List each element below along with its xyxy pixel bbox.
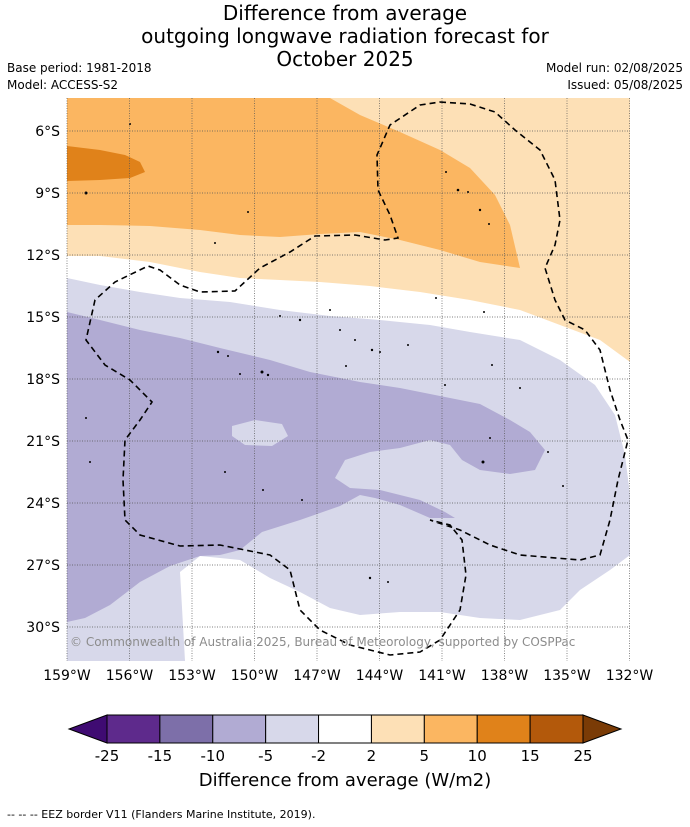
lon-label: 150°W [231,668,279,684]
lat-label: 27°S [26,558,60,574]
colorbar-tick-label: 25 [573,747,592,765]
colorbar-tick-label: 15 [521,747,540,765]
colorbar-extend-max [582,714,623,744]
lat-label: 12°S [26,248,60,264]
colorbar-segment [159,714,214,744]
longitude-labels: 159°W 156°W 153°W 150°W 147°W 144°W 141°W 138°W… [43,668,653,684]
colorbar-tick-label: 10 [468,747,487,765]
colorbar-extend-min [67,714,108,744]
lat-label: 18°S [26,372,60,388]
eez-footnote: -- -- -- EEZ border V11 (Flanders Marine… [7,808,316,821]
colorbar-title: Difference from average (W/m2) [198,770,492,791]
colorbar-tick-label: -2 [311,747,326,765]
colorbar-tick-label: 2 [367,747,377,765]
lon-label: 153°W [168,668,216,684]
colorbar-tick-label: 5 [420,747,430,765]
colorbar-tick-label: -25 [95,747,120,765]
lon-label: 159°W [43,668,91,684]
anomaly-region-minus5-10 [67,312,545,622]
anomaly-region-plus5-10 [67,98,520,268]
colorbar-segment [212,714,267,744]
model-name: Model: ACCESS-S2 [7,78,119,92]
colorbar-segment [370,714,425,744]
anomaly-field [67,98,630,661]
lon-label: 135°W [543,668,591,684]
copyright-notice: © Commonwealth of Australia 2025, Bureau… [70,635,575,649]
lat-label: 24°S [26,496,60,512]
title-line-3: October 2025 [276,47,414,71]
issued-date: Issued: 05/08/2025 [567,78,683,92]
latitude-labels: 6°S 9°S 12°S 15°S 18°S 21°S 24°S 27°S 30°S [26,124,60,636]
colorbar-segment [423,714,478,744]
model-run: Model run: 02/08/2025 [545,61,683,75]
colorbar-segment [265,714,320,744]
lat-label: 15°S [26,310,60,326]
colorbar-tick-label: -5 [258,747,273,765]
colorbar-tick-label: -15 [148,747,173,765]
lat-label: 30°S [26,620,60,636]
lon-label: 138°W [481,668,529,684]
lat-label: 9°S [35,186,60,202]
lon-label: 144°W [356,668,404,684]
colorbar: -25 -15 -10 -5 -2 2 5 10 15 25 [67,714,623,765]
colorbar-segment [318,714,372,744]
lon-label: 132°W [606,668,654,684]
colorbar-segment [106,714,161,744]
title-line-1: Difference from average [222,1,468,25]
eez-border [85,101,629,656]
colorbar-segment [476,714,531,744]
base-period: Base period: 1981-2018 [7,61,152,75]
lon-label: 147°W [293,668,341,684]
lat-label: 21°S [26,434,60,450]
colorbar-segment [529,714,584,744]
title-line-2: outgoing longwave radiation forecast for [141,24,549,48]
lon-label: 141°W [418,668,466,684]
colorbar-tick-label: -10 [201,747,226,765]
anomaly-region-plus10-15 [67,146,145,181]
lat-label: 6°S [35,124,60,140]
island-markers [84,123,564,583]
lon-label: 156°W [106,668,154,684]
